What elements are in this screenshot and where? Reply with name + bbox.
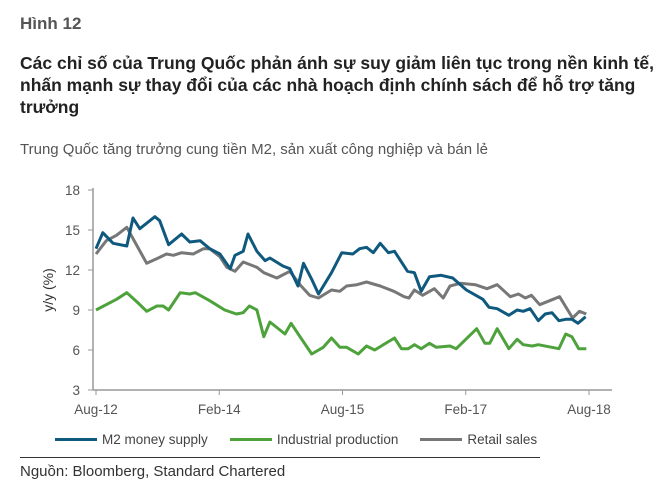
x-tick-label: Aug-15 (321, 402, 365, 417)
series-line-retail-sales (94, 225, 587, 320)
legend-swatch-retail (420, 438, 463, 441)
series-line-industrial-production (95, 291, 587, 356)
legend-label: M2 money supply (102, 432, 208, 447)
divider (20, 457, 540, 458)
legend-swatch-m2 (55, 438, 97, 441)
legend-label: Retail sales (467, 432, 538, 447)
legend-item-retail: Retail sales (420, 432, 537, 447)
y-tick-label: 15 (65, 223, 80, 238)
legend-label: Industrial production (276, 432, 399, 447)
y-tick-label: 9 (72, 303, 80, 318)
legend-item-m2: M2 money supply (55, 432, 208, 447)
series-line-m2-money-supply (94, 215, 587, 325)
y-tick-label: 12 (65, 263, 80, 278)
x-tick-label: Feb-14 (198, 402, 241, 417)
y-axis-label: y/y (%) (40, 268, 56, 312)
legend: M2 money supply Industrial production Re… (55, 432, 537, 447)
y-tick-label: 3 (72, 383, 80, 398)
x-tick-label: Aug-18 (567, 402, 611, 417)
y-tick-label: 18 (65, 183, 80, 198)
y-tick-label: 6 (72, 343, 80, 358)
x-tick-label: Feb-17 (444, 402, 487, 417)
chart-headline: Các chỉ số của Trung Quốc phản ánh sự su… (20, 53, 655, 117)
source-note: Nguồn: Bloomberg, Standard Chartered (20, 463, 286, 480)
legend-swatch-industrial (229, 438, 272, 441)
figure-label: Hình 12 (20, 14, 82, 33)
legend-item-industrial: Industrial production (229, 432, 399, 447)
x-tick-label: Aug-12 (74, 402, 118, 417)
chart-title: Trung Quốc tăng trưởng cung tiền M2, sản… (20, 141, 488, 158)
